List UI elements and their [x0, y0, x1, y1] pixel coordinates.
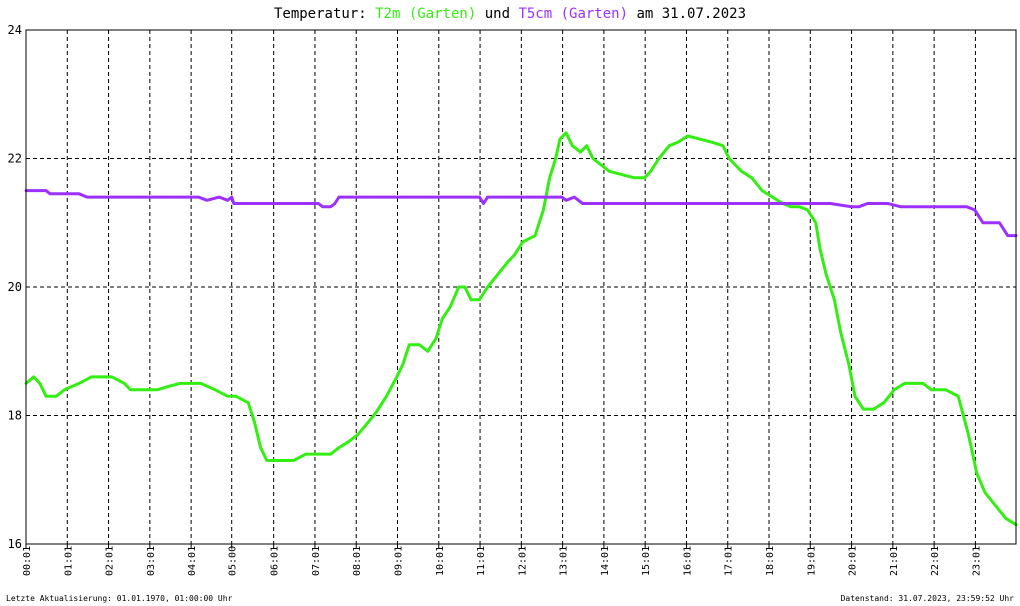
x-tick-label: 00:01 [22, 546, 33, 576]
title-series-t5cm: T5cm (Garten) [518, 6, 628, 22]
axis-frame [25, 29, 1017, 548]
x-tick-label: 18:01 [765, 546, 776, 576]
series-lines [24, 131, 1018, 527]
title-suffix: am 31.07.2023 [628, 6, 746, 22]
plot-frame [25, 29, 1017, 545]
x-tick-label: 16:01 [682, 546, 693, 576]
x-tick-label: 03:01 [146, 546, 157, 576]
x-tick-label: 01:01 [63, 546, 74, 576]
footer-data-status: Datenstand: 31.07.2023, 23:59:52 Uhr [841, 594, 1015, 603]
x-tick-label: 07:01 [311, 546, 322, 576]
x-tick-label: 11:01 [476, 546, 487, 576]
x-tick-label: 22:01 [930, 546, 941, 576]
x-tick-label: 13:01 [559, 546, 570, 576]
x-tick-label: 05:00 [228, 546, 239, 576]
x-tick-label: 14:01 [600, 546, 611, 576]
x-tick-label: 08:01 [352, 546, 363, 576]
t5cm-series-line [24, 189, 1018, 238]
x-tick-label: 21:01 [889, 546, 900, 576]
x-tick-label: 19:01 [806, 546, 817, 576]
x-tick-label: 09:01 [394, 546, 405, 576]
t2m-series-line [24, 131, 1018, 527]
x-tick-label: 23:01 [971, 546, 982, 576]
x-tick-label: 20:01 [848, 546, 859, 576]
x-tick-label: 02:01 [105, 546, 116, 576]
y-tick-label: 24 [8, 23, 22, 37]
x-tick-label: 12:01 [517, 546, 528, 576]
tick-labels: 00:01 01:01 02:01 03:01 04:01 05:00 06:01 07:01… [8, 23, 983, 576]
chart-title: Temperatur: T2m (Garten) und T5cm (Garte… [274, 6, 746, 22]
title-prefix: Temperatur: [274, 6, 375, 22]
x-tick-label: 17:01 [724, 546, 735, 576]
footer-last-update: Letzte Aktualisierung: 01.01.1970, 01:00… [6, 594, 233, 603]
y-tick-label: 18 [8, 409, 22, 423]
y-tick-label: 16 [8, 537, 22, 551]
y-tick-label: 22 [8, 152, 22, 166]
x-tick-label: 10:01 [435, 546, 446, 576]
x-tick-label: 06:01 [270, 546, 281, 576]
x-tick-label: 15:01 [641, 546, 652, 576]
x-tick-label: 04:01 [187, 546, 198, 576]
title-middle: und [476, 6, 518, 22]
grid-lines [26, 30, 1016, 544]
title-series-t2m: T2m (Garten) [375, 6, 476, 22]
y-tick-label: 20 [8, 280, 22, 294]
